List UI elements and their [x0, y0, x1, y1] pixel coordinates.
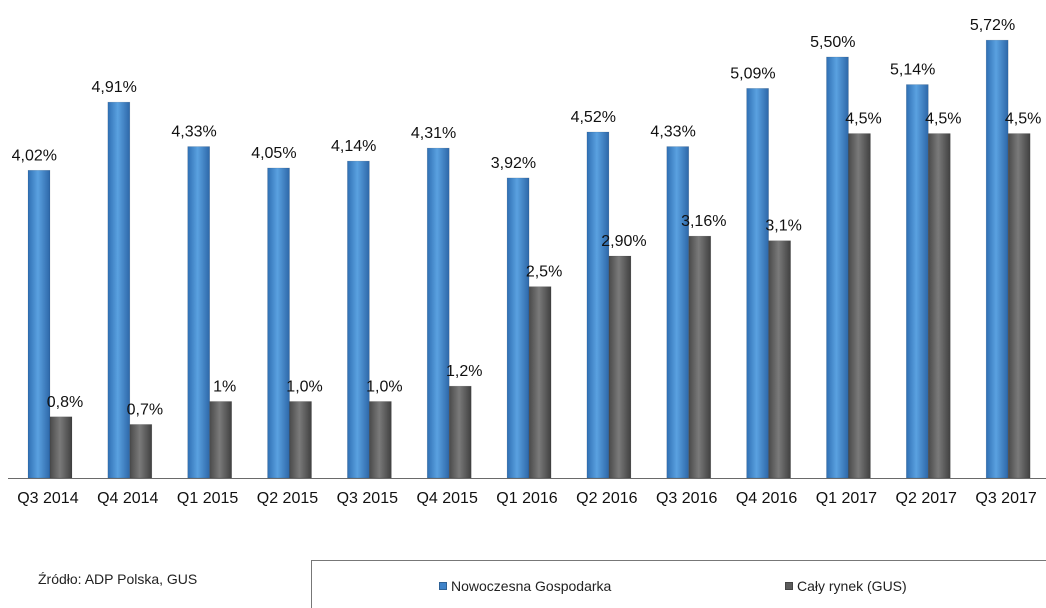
value-label-nowoczesna-gospodarka: 4,14%: [331, 138, 376, 155]
value-label-caly-rynek: 2,5%: [526, 264, 562, 281]
legend-swatch-gray: [785, 582, 793, 590]
value-label-nowoczesna-gospodarka: 5,09%: [730, 65, 775, 82]
value-label-nowoczesna-gospodarka: 3,92%: [491, 155, 536, 172]
x-tick-label: Q2 2015: [257, 490, 318, 507]
bar-caly-rynek: [768, 240, 791, 479]
bar-caly-rynek: [928, 133, 951, 479]
legend-label-nowoczesna-gospodarka: Nowoczesna Gospodarka: [451, 578, 612, 594]
value-label-caly-rynek: 1,2%: [446, 363, 482, 380]
bar-caly-rynek: [129, 424, 153, 479]
value-label-nowoczesna-gospodarka: 4,33%: [650, 124, 695, 141]
bars-group: [27, 39, 1031, 479]
value-label-caly-rynek: 1,0%: [366, 378, 402, 395]
legend-swatch-blue: [439, 582, 447, 590]
bar-caly-rynek: [528, 286, 552, 479]
bar-nowoczesna-gospodarka: [107, 101, 131, 479]
value-label-caly-rynek: 1,0%: [286, 378, 322, 395]
value-label-caly-rynek: 2,90%: [601, 233, 646, 250]
bar-caly-rynek: [369, 401, 392, 479]
x-tick-label: Q4 2016: [736, 490, 797, 507]
x-tick-label: Q1 2016: [496, 490, 557, 507]
value-label-nowoczesna-gospodarka: 5,50%: [810, 34, 855, 51]
value-label-caly-rynek: 1%: [213, 378, 236, 395]
x-tick-label: Q4 2014: [97, 490, 158, 507]
value-label-nowoczesna-gospodarka: 4,02%: [12, 147, 57, 164]
value-label-nowoczesna-gospodarka: 4,33%: [171, 124, 216, 141]
value-label-caly-rynek: 4,5%: [925, 111, 961, 128]
bar-nowoczesna-gospodarka: [347, 160, 370, 479]
x-tick-label: Q2 2016: [576, 490, 637, 507]
value-labels-group: 4,02% 0,8% 4,91% 0,7% 4,33% 1% 4,05% 1,0% 4,14% 1…: [12, 17, 1042, 418]
x-tick-label: Q3 2016: [656, 490, 717, 507]
x-tick-label: Q1 2015: [177, 490, 238, 507]
bar-nowoczesna-gospodarka: [906, 84, 929, 479]
x-tick-labels-group: Q3 2014 Q4 2014 Q1 2015 Q2 2015 Q3 2015 Q4 20…: [17, 490, 1037, 507]
bar-nowoczesna-gospodarka: [506, 177, 530, 479]
value-label-caly-rynek: 4,5%: [845, 111, 881, 128]
bar-caly-rynek: [209, 401, 232, 479]
bar-caly-rynek: [49, 416, 73, 479]
x-tick-label: Q3 2017: [975, 490, 1036, 507]
value-label-caly-rynek: 0,8%: [47, 394, 83, 411]
bar-nowoczesna-gospodarka: [27, 169, 51, 479]
value-label-nowoczesna-gospodarka: 5,72%: [970, 17, 1015, 34]
value-label-caly-rynek: 0,7%: [127, 401, 163, 418]
value-label-nowoczesna-gospodarka: 4,52%: [571, 109, 616, 126]
legend: Nowoczesna Gospodarka Cały rynek (GUS): [311, 560, 1046, 608]
value-label-nowoczesna-gospodarka: 5,14%: [890, 62, 935, 79]
value-label-nowoczesna-gospodarka: 4,91%: [92, 79, 137, 96]
bar-caly-rynek: [289, 401, 312, 479]
bar-nowoczesna-gospodarka: [666, 146, 690, 479]
x-tick-label: Q2 2017: [896, 490, 957, 507]
legend-item-nowoczesna-gospodarka: Nowoczesna Gospodarka: [439, 578, 611, 594]
bar-nowoczesna-gospodarka: [187, 146, 210, 479]
legend-label-caly-rynek: Cały rynek (GUS): [797, 578, 907, 594]
value-label-caly-rynek: 4,5%: [1005, 111, 1041, 128]
value-label-nowoczesna-gospodarka: 4,31%: [411, 125, 456, 142]
bar-nowoczesna-gospodarka: [586, 131, 610, 479]
x-tick-label: Q1 2017: [816, 490, 877, 507]
x-tick-label: Q3 2015: [337, 490, 398, 507]
bar-nowoczesna-gospodarka: [746, 88, 769, 479]
bar-nowoczesna-gospodarka: [426, 147, 450, 479]
source-note: Źródło: ADP Polska, GUS: [38, 571, 198, 587]
value-label-nowoczesna-gospodarka: 4,05%: [251, 145, 296, 162]
legend-item-caly-rynek: Cały rynek (GUS): [785, 578, 907, 594]
value-label-caly-rynek: 3,1%: [765, 218, 801, 235]
bar-caly-rynek: [608, 255, 632, 479]
x-tick-label: Q4 2015: [416, 490, 477, 507]
bar-caly-rynek: [848, 133, 871, 479]
bar-caly-rynek: [688, 235, 712, 479]
bar-caly-rynek: [1007, 133, 1031, 479]
x-tick-label: Q3 2014: [17, 490, 78, 507]
value-label-caly-rynek: 3,16%: [681, 213, 726, 230]
bar-nowoczesna-gospodarka: [267, 167, 290, 479]
bar-nowoczesna-gospodarka: [985, 39, 1009, 479]
bar-caly-rynek: [448, 385, 472, 479]
